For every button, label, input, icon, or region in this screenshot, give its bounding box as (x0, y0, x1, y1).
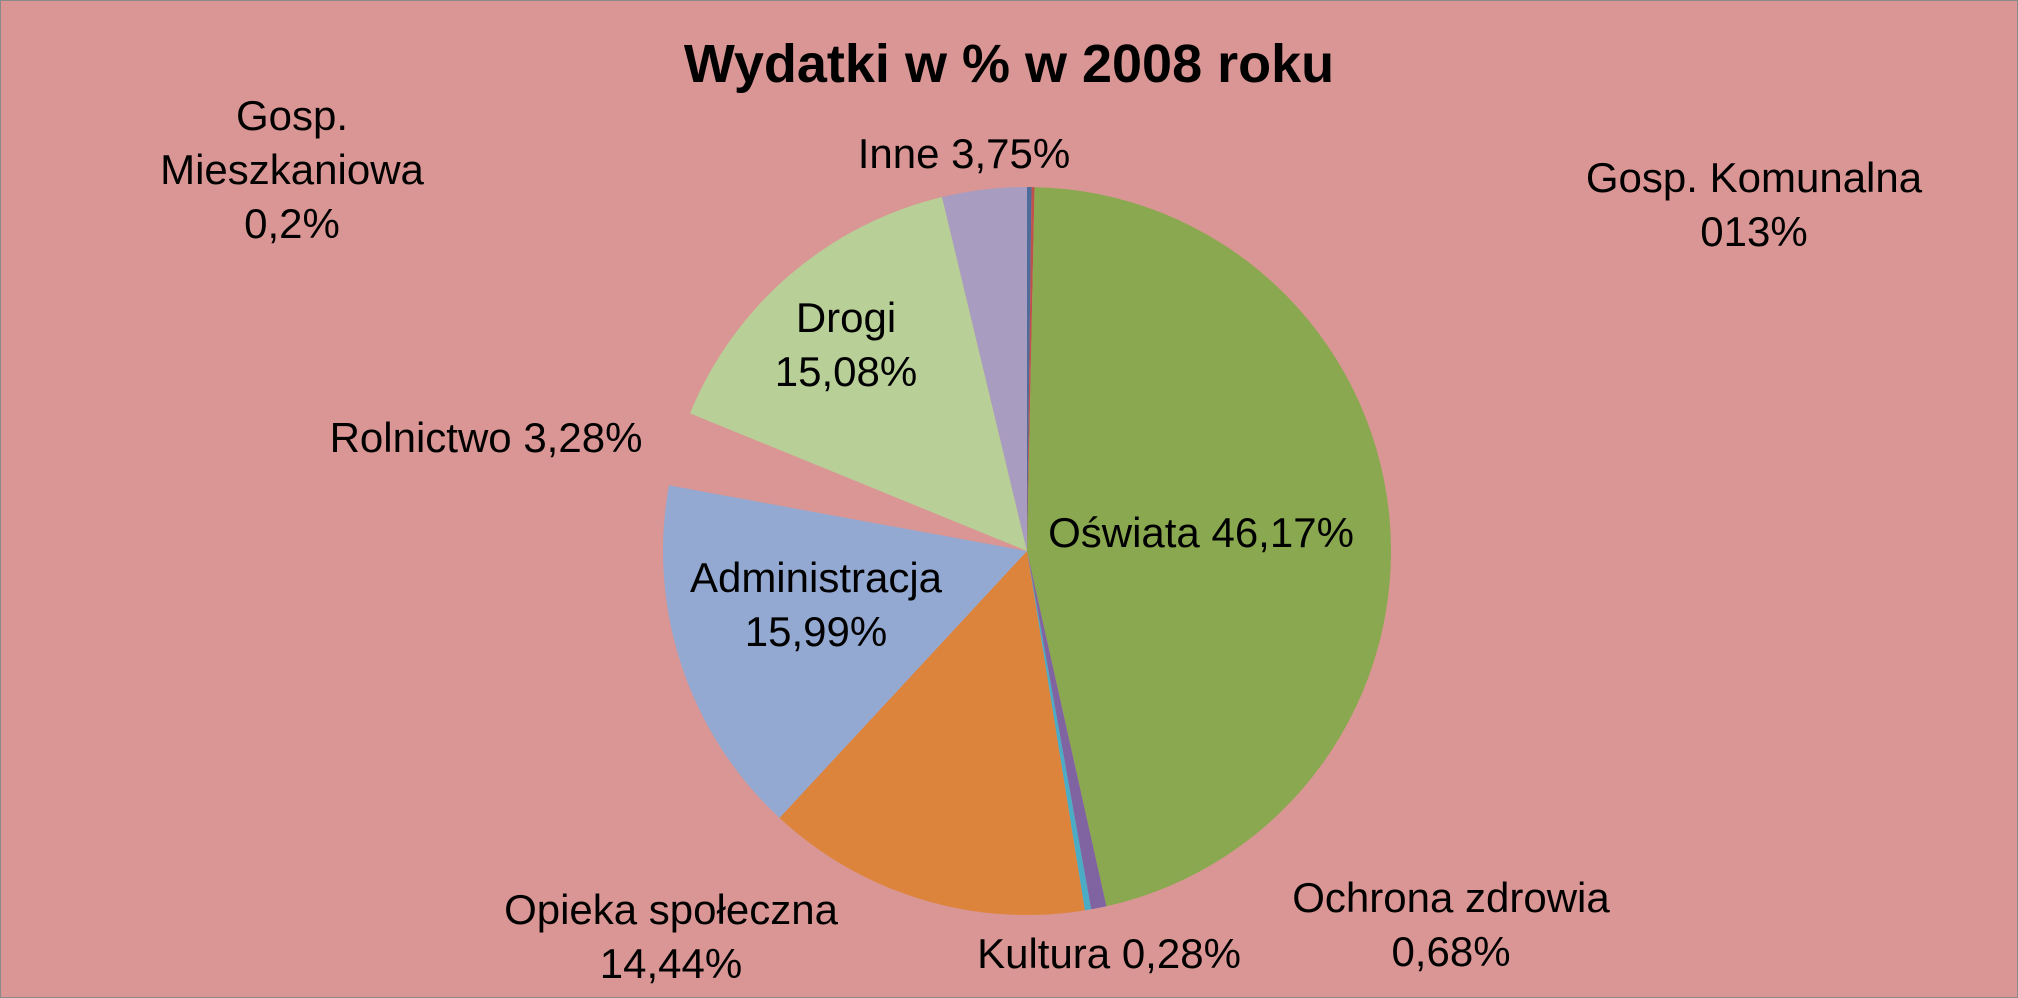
pie-slice (662, 485, 1027, 818)
category-label: Gosp. Komunalna (1585, 154, 1923, 201)
value-label: 0,2% (244, 200, 340, 247)
pie-slice (668, 413, 1027, 551)
value-label: 3,75% (951, 130, 1071, 177)
category-label: Ochrona zdrowia (1292, 874, 1610, 921)
category-label: Oświata (1048, 509, 1200, 556)
slice-label: Kultura 0,28% (899, 927, 1319, 981)
category-label: Inne (857, 130, 940, 177)
category-label: Opieka społeczna (504, 886, 838, 933)
slice-label: Administracja 15,99% (656, 551, 976, 659)
value-label: 14,44% (599, 940, 743, 987)
pie-slice (1027, 551, 1092, 911)
pie-slice (690, 197, 1027, 551)
category-label: Drogi (795, 294, 897, 341)
chart-title: Wydatki w % w 2008 roku (683, 34, 1335, 94)
value-label: 0,28% (1121, 930, 1241, 977)
slice-label: Ochrona zdrowia 0,68% (1291, 871, 1611, 979)
value-label: 15,99% (744, 608, 888, 655)
value-label: 3,28% (523, 414, 643, 461)
slice-label: Drogi 15,08% (746, 291, 946, 399)
slice-label: Rolnictwo 3,28% (266, 411, 706, 465)
slice-label: Gosp. Mieszkaniowa 0,2% (132, 89, 452, 251)
pie-slice (1027, 187, 1035, 551)
pie-slice (1027, 551, 1107, 910)
pie-slice (1027, 187, 1391, 907)
value-label: 15,08% (774, 348, 918, 395)
category-label: Kultura (977, 930, 1111, 977)
slice-label: Gosp. Komunalna 013% (1544, 151, 1964, 259)
value-label: 0,68% (1391, 928, 1511, 975)
slice-label: Oświata 46,17% (981, 506, 1421, 560)
value-label: 46,17% (1211, 509, 1354, 556)
pie-slice (942, 187, 1027, 551)
category-label: Rolnictwo (329, 414, 512, 461)
category-label: Gosp. Mieszkaniowa (160, 92, 424, 193)
slice-label: Opieka społeczna 14,44% (461, 883, 881, 991)
slice-label: Inne 3,75% (804, 127, 1124, 181)
category-label: Administracja (689, 554, 943, 601)
pie-slice (779, 551, 1085, 916)
value-label: 013% (1700, 208, 1808, 255)
pie-slice (1027, 187, 1032, 551)
